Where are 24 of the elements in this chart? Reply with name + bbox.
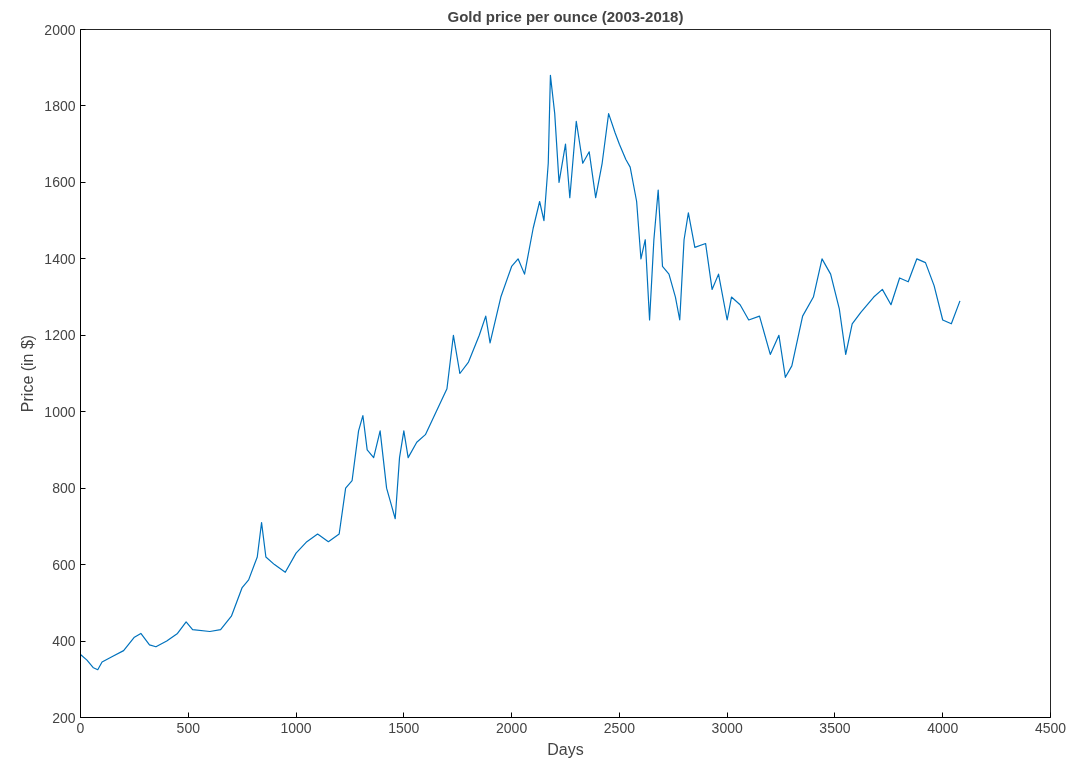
y-tick-label: 1800 [44, 97, 76, 114]
x-tick-label: 1500 [388, 719, 420, 736]
x-tick-label: 500 [176, 719, 201, 736]
y-tick-label: 1200 [44, 327, 76, 344]
x-axis-title: Days [547, 740, 584, 758]
y-tick-label: 800 [52, 480, 76, 497]
y-tick-label: 600 [52, 556, 76, 573]
x-tick-label: 2500 [603, 719, 636, 736]
y-tick-label: 400 [52, 633, 76, 650]
x-tick-label: 4500 [1034, 719, 1067, 736]
x-tick-label: 0 [76, 719, 85, 736]
x-tick-label: 3500 [819, 719, 851, 736]
x-tick-label: 4000 [927, 719, 959, 736]
y-axis-title: Price (in $) [19, 334, 37, 413]
y-tick-label: 1000 [44, 403, 76, 420]
x-tick-label: 2000 [496, 719, 528, 736]
y-tick-label: 1600 [44, 174, 76, 191]
y-tick-label: 200 [52, 709, 76, 726]
x-tick-label: 1000 [280, 719, 312, 736]
y-tick-label: 2000 [44, 21, 76, 38]
chart-title: Gold price per ounce (2003-2018) [447, 7, 684, 25]
x-tick-label: 3000 [711, 719, 743, 736]
line-series [80, 74, 961, 671]
y-tick-label: 1400 [44, 250, 76, 267]
